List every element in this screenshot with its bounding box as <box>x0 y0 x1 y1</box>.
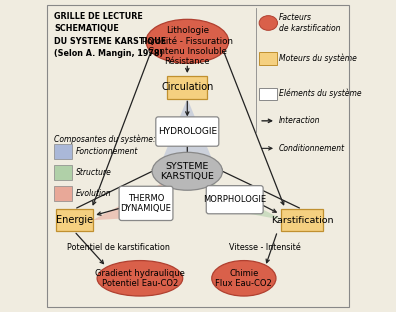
Text: Résistance: Résistance <box>165 57 210 66</box>
Text: Potentiel de karstification: Potentiel de karstification <box>67 243 170 252</box>
Text: Composantes du système:: Composantes du système: <box>54 134 156 144</box>
Text: THERMO
DYNAMIQUE: THERMO DYNAMIQUE <box>121 194 171 213</box>
Text: Fonctionnement: Fonctionnement <box>76 147 138 156</box>
Ellipse shape <box>259 16 278 30</box>
Text: Vitesse - Intensité: Vitesse - Intensité <box>229 243 301 252</box>
Text: Evolution: Evolution <box>76 189 111 198</box>
Text: Moteurs du système: Moteurs du système <box>279 53 357 63</box>
Text: Lithologie
Porosité - Fissuration
Contenu Insoluble: Lithologie Porosité - Fissuration Conten… <box>142 27 233 56</box>
FancyBboxPatch shape <box>206 186 263 214</box>
Text: Eléments du système: Eléments du système <box>279 88 362 98</box>
FancyBboxPatch shape <box>119 186 173 221</box>
FancyBboxPatch shape <box>280 209 324 231</box>
FancyBboxPatch shape <box>54 165 72 180</box>
Text: Structure: Structure <box>76 168 112 177</box>
Text: SYSTEME
KARSTIQUE: SYSTEME KARSTIQUE <box>160 162 214 181</box>
FancyBboxPatch shape <box>259 87 277 100</box>
Text: Conditionnement: Conditionnement <box>279 144 345 153</box>
Polygon shape <box>93 182 164 220</box>
FancyBboxPatch shape <box>259 52 277 65</box>
FancyBboxPatch shape <box>54 144 72 159</box>
Text: GRILLE DE LECTURE
SCHEMATIQUE
DU SYSTEME KARSTIQUE
(Selon A. Mangin, 1978): GRILLE DE LECTURE SCHEMATIQUE DU SYSTEME… <box>54 12 166 58</box>
Text: Energie: Energie <box>55 215 93 225</box>
Polygon shape <box>161 99 213 162</box>
FancyBboxPatch shape <box>54 186 72 201</box>
Text: Facteurs
de karstification: Facteurs de karstification <box>279 13 341 33</box>
Ellipse shape <box>97 261 183 296</box>
Text: Chimie
Flux Eau-CO2: Chimie Flux Eau-CO2 <box>215 269 272 288</box>
Text: Gradient hydraulique
Potentiel Eau-CO2: Gradient hydraulique Potentiel Eau-CO2 <box>95 269 185 288</box>
Text: Circulation: Circulation <box>161 82 213 92</box>
FancyBboxPatch shape <box>156 117 219 146</box>
Text: Karstification: Karstification <box>271 216 333 225</box>
FancyBboxPatch shape <box>168 76 207 99</box>
Text: MORPHOLOGIE: MORPHOLOGIE <box>203 195 266 204</box>
FancyBboxPatch shape <box>56 209 93 231</box>
Polygon shape <box>210 182 284 220</box>
Ellipse shape <box>146 19 228 63</box>
Text: Interaction: Interaction <box>279 116 320 125</box>
Ellipse shape <box>152 152 223 190</box>
Ellipse shape <box>212 261 276 296</box>
Text: HYDROLOGIE: HYDROLOGIE <box>158 127 217 136</box>
